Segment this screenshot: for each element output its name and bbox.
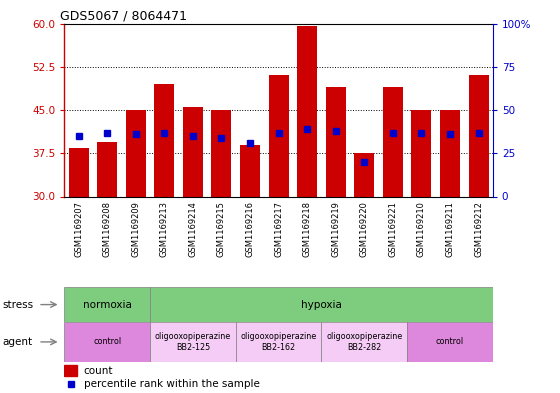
Text: GSM1169210: GSM1169210 (417, 201, 426, 257)
Bar (64, 287, 150, 322)
Text: oligooxopiperazine
BB2-125: oligooxopiperazine BB2-125 (155, 332, 231, 352)
Bar (150, 287, 493, 322)
Text: GSM1169213: GSM1169213 (160, 201, 169, 257)
Bar (212, 110, 231, 196)
Text: GSM1169207: GSM1169207 (74, 201, 83, 257)
Text: GSM1169218: GSM1169218 (302, 201, 312, 257)
Bar (354, 153, 374, 196)
Text: GSM1169219: GSM1169219 (331, 201, 340, 257)
Bar (412, 110, 431, 196)
Bar (326, 87, 346, 196)
Text: GSM1169221: GSM1169221 (388, 201, 398, 257)
Text: GSM1169217: GSM1169217 (274, 201, 283, 257)
Text: count: count (83, 365, 113, 376)
Bar (126, 110, 146, 196)
Bar (321, 322, 407, 362)
Text: agent: agent (3, 337, 33, 347)
Bar (64, 322, 150, 362)
Bar (183, 107, 203, 196)
Bar (240, 145, 260, 196)
Text: oligooxopiperazine
BB2-162: oligooxopiperazine BB2-162 (240, 332, 317, 352)
Text: stress: stress (3, 299, 34, 310)
Text: percentile rank within the sample: percentile rank within the sample (83, 379, 259, 389)
Bar (469, 75, 488, 196)
Text: GSM1169216: GSM1169216 (245, 201, 255, 257)
Bar (297, 26, 317, 196)
Bar (383, 87, 403, 196)
Text: GSM1169212: GSM1169212 (474, 201, 483, 257)
Text: control: control (93, 338, 122, 346)
Bar (150, 322, 236, 362)
Text: GSM1169209: GSM1169209 (131, 201, 141, 257)
Text: GDS5067 / 8064471: GDS5067 / 8064471 (60, 9, 187, 22)
Bar (64, 365, 77, 376)
Bar (269, 75, 288, 196)
Text: GSM1169214: GSM1169214 (188, 201, 198, 257)
Text: normoxia: normoxia (83, 299, 132, 310)
Bar (155, 84, 174, 196)
Text: oligooxopiperazine
BB2-282: oligooxopiperazine BB2-282 (326, 332, 403, 352)
Text: GSM1169211: GSM1169211 (445, 201, 455, 257)
Text: control: control (436, 338, 464, 346)
Bar (407, 322, 493, 362)
Text: GSM1169220: GSM1169220 (360, 201, 369, 257)
Bar (97, 142, 117, 196)
Text: hypoxia: hypoxia (301, 299, 342, 310)
Text: GSM1169215: GSM1169215 (217, 201, 226, 257)
Text: GSM1169208: GSM1169208 (102, 201, 112, 257)
Bar (236, 322, 321, 362)
Bar (440, 110, 460, 196)
Bar (69, 147, 88, 196)
